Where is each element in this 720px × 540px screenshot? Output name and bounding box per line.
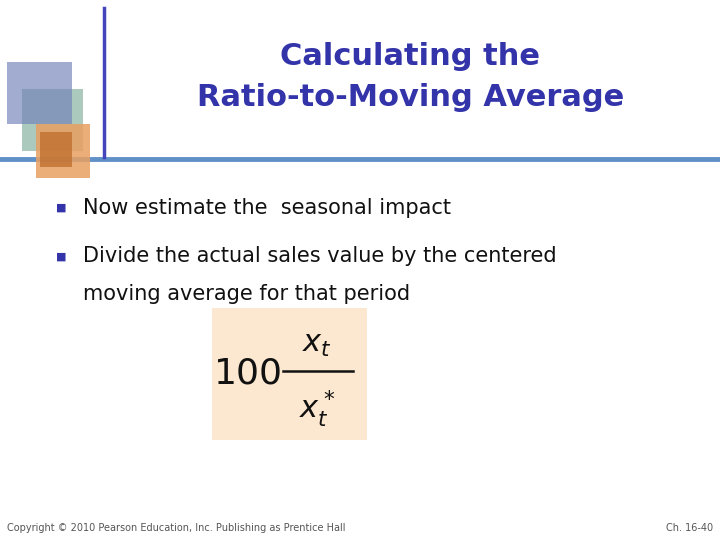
Text: ■: ■	[56, 252, 66, 261]
Text: Copyright © 2010 Pearson Education, Inc. Publishing as Prentice Hall: Copyright © 2010 Pearson Education, Inc.…	[7, 523, 346, 533]
Text: Ratio-to-Moving Average: Ratio-to-Moving Average	[197, 83, 624, 112]
Text: Divide the actual sales value by the centered: Divide the actual sales value by the cen…	[83, 246, 557, 267]
FancyBboxPatch shape	[40, 132, 72, 167]
Text: ■: ■	[56, 203, 66, 213]
Text: moving average for that period: moving average for that period	[83, 284, 410, 305]
Text: Now estimate the  seasonal impact: Now estimate the seasonal impact	[83, 198, 451, 218]
Text: $x_t^*$: $x_t^*$	[299, 388, 335, 429]
FancyBboxPatch shape	[212, 308, 367, 440]
FancyBboxPatch shape	[36, 124, 90, 178]
FancyBboxPatch shape	[22, 89, 83, 151]
Text: $x_t$: $x_t$	[302, 330, 332, 359]
Text: Calculating the: Calculating the	[280, 42, 541, 71]
FancyBboxPatch shape	[7, 62, 72, 124]
Text: Ch. 16-40: Ch. 16-40	[666, 523, 713, 533]
Text: $100$: $100$	[212, 357, 282, 391]
